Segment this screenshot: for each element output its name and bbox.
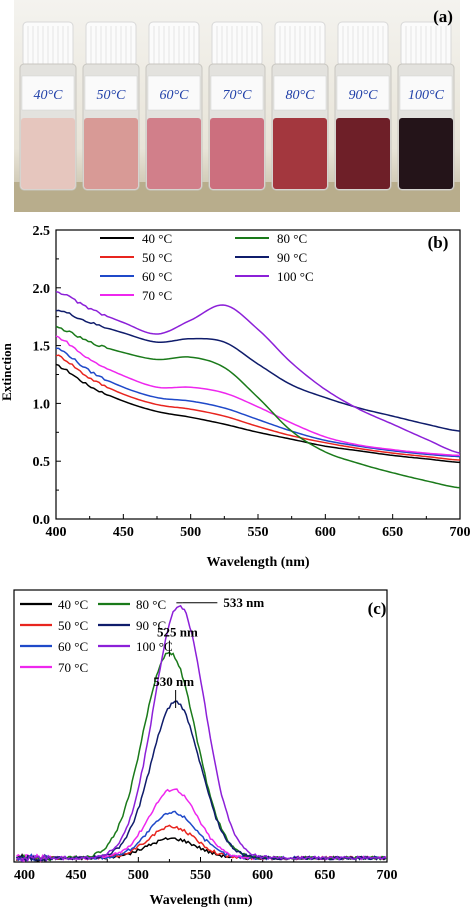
x-tick-label-c: 550	[190, 868, 211, 883]
series-line-c-60	[15, 810, 386, 863]
series-line-c-100	[16, 604, 387, 863]
vial-label-sticker	[147, 75, 201, 111]
vial-label-sticker	[84, 75, 138, 111]
x-tick-label-c: 400	[14, 868, 35, 883]
vial-temperature-label: 50°C	[97, 88, 127, 103]
vial-temperature-label: 90°C	[349, 88, 379, 103]
vial-liquid	[84, 118, 138, 189]
x-tick-label-c: 650	[314, 868, 335, 883]
legend-label-c: 80 °C	[136, 597, 166, 612]
y-tick-label-b: 0.0	[33, 513, 51, 528]
x-tick-label-c: 600	[252, 868, 273, 883]
vial-liquid	[273, 118, 327, 189]
legend-label-b: 80 °C	[277, 231, 307, 246]
legend-label-c: 100 °C	[136, 639, 173, 654]
annotation-533: 533 nm	[223, 595, 264, 610]
vial-liquid	[147, 118, 201, 189]
x-tick-label-b: 600	[315, 525, 336, 540]
x-tick-label-b: 700	[450, 525, 471, 540]
vial-label-sticker	[399, 75, 453, 111]
extinction-chart: (b) Extinction Wavelength (nm) 400 450 500…	[0, 224, 471, 570]
legend-label-b: 100 °C	[277, 269, 314, 284]
panel-label-a: (a)	[433, 7, 453, 26]
series-line-b-100	[55, 290, 461, 454]
panel-label-b: (b)	[428, 233, 449, 252]
legend-label-b: 40 °C	[142, 231, 172, 246]
x-axis-label-c: Wavelength (nm)	[149, 893, 252, 908]
legend-label-b: 90 °C	[277, 250, 307, 265]
legend-label-c: 70 °C	[58, 660, 88, 675]
legend-label-b: 60 °C	[142, 269, 172, 284]
series-line-b-40	[55, 363, 461, 464]
x-tick-label-c: 450	[66, 868, 87, 883]
y-tick-label-b: 1.0	[33, 397, 51, 412]
x-axis-label-b: Wavelength (nm)	[206, 555, 309, 570]
x-tick-label-b: 400	[46, 525, 67, 540]
y-tick-label-b: 0.5	[33, 455, 51, 470]
y-axis-label-b: Extinction	[0, 342, 14, 401]
vial-temperature-label: 60°C	[160, 88, 190, 103]
vial-label-sticker	[21, 75, 75, 111]
y-tick-label-b: 1.5	[33, 340, 51, 355]
y-tick-label-b: 2.0	[33, 282, 51, 297]
plot-frame-b	[55, 229, 461, 520]
vial-label-sticker	[210, 75, 264, 111]
emission-chart: (c) Wavelength (nm) 400 450 500 550 600 650 70…	[13, 589, 398, 908]
legend-label-c: 60 °C	[58, 639, 88, 654]
legend-label-c: 40 °C	[58, 597, 88, 612]
x-tick-label-b: 550	[248, 525, 269, 540]
annotation-525: 525 nm	[157, 625, 198, 640]
y-tick-label-b: 2.5	[33, 224, 51, 239]
x-tick-label-b: 650	[382, 525, 403, 540]
x-tick-label-b: 500	[180, 525, 201, 540]
vial-label-sticker	[336, 75, 390, 111]
series-line-b-80	[55, 325, 461, 489]
vial-liquid	[336, 118, 390, 189]
vial-liquid	[21, 118, 75, 189]
x-tick-label-b: 450	[113, 525, 134, 540]
series-line-b-70	[55, 335, 461, 457]
legend-label-b: 70 °C	[142, 288, 172, 303]
vial-temperature-label: 40°C	[34, 88, 64, 103]
series-line-b-60	[55, 347, 461, 458]
vial-liquid	[210, 118, 264, 189]
legend-label-b: 50 °C	[142, 250, 172, 265]
x-tick-label-c: 500	[128, 868, 149, 883]
series-line-c-50	[16, 824, 386, 863]
x-tick-label-c: 700	[377, 868, 398, 883]
vial-label-sticker	[273, 75, 327, 111]
panel-label-c: (c)	[368, 599, 387, 618]
series-line-b-90	[55, 309, 461, 432]
legend-label-c: 50 °C	[58, 618, 88, 633]
vial-temperature-label: 100°C	[408, 88, 445, 103]
series-line-c-90	[16, 700, 386, 863]
vial-photo: 40°C 50°C 60°C 70°C 80°C 90°C 100°C (a)	[14, 0, 460, 212]
vial-liquid	[399, 118, 453, 189]
series-line-b-50	[55, 354, 461, 461]
vial-temperature-label: 70°C	[223, 88, 253, 103]
annotation-530: 530 nm	[153, 674, 194, 689]
vial-temperature-label: 80°C	[286, 88, 316, 103]
legend-label-c: 90 °C	[136, 618, 166, 633]
